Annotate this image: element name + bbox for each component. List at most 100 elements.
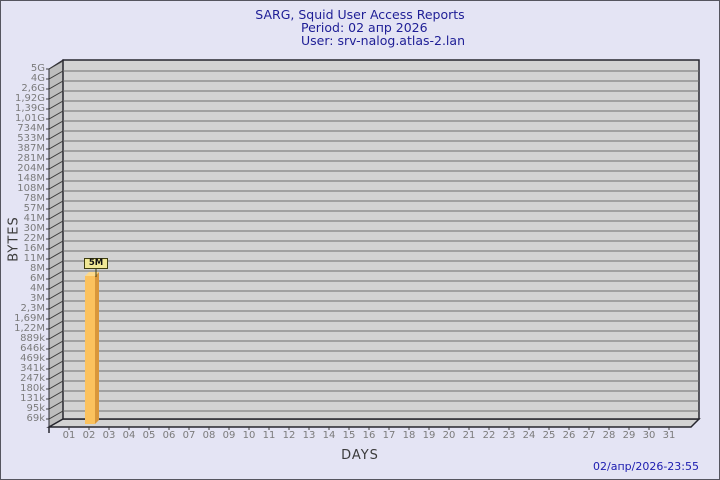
y-axis-label: 387M <box>17 143 45 154</box>
y-axis-label: 69k <box>26 413 45 424</box>
x-axis-label: 05 <box>142 430 156 441</box>
y-tick <box>46 250 64 260</box>
y-axis-label: 1,69M <box>14 313 45 324</box>
y-tick <box>46 320 64 330</box>
y-axis-label: 1,39G <box>14 103 45 114</box>
y-axis-label: 341k <box>20 363 45 374</box>
y-tick <box>46 90 64 100</box>
y-tick <box>46 260 64 270</box>
y-axis-label: 131k <box>20 393 45 404</box>
y-axis-label: 180k <box>20 383 45 394</box>
y-tick <box>46 390 64 400</box>
y-axis-label: 22M <box>23 233 45 244</box>
y-tick <box>46 150 64 160</box>
y-tick <box>46 190 64 200</box>
plot-face <box>62 59 700 420</box>
y-axis-label: 247k <box>20 373 45 384</box>
x-axis-label: 06 <box>162 430 176 441</box>
y-axis-label: 11M <box>23 253 45 264</box>
y-tick <box>46 100 64 110</box>
x-axis-label: 17 <box>382 430 396 441</box>
x-axis-label: 24 <box>522 430 536 441</box>
y-tick <box>46 120 64 130</box>
y-tick <box>46 330 64 340</box>
y-axis-label: 889k <box>20 333 45 344</box>
y-tick <box>46 230 64 240</box>
y-axis-label: 95k <box>26 403 45 414</box>
x-axis-label: 25 <box>542 430 556 441</box>
y-tick <box>46 340 64 350</box>
x-axis-label: 31 <box>662 430 676 441</box>
y-tick <box>46 270 64 280</box>
x-axis-label: 04 <box>122 430 136 441</box>
y-tick <box>46 140 64 150</box>
y-tick <box>46 170 64 180</box>
y-tick <box>46 80 64 90</box>
y-axis-label: 57M <box>23 203 45 214</box>
x-axis-label: 11 <box>262 430 276 441</box>
x-axis-label: 16 <box>362 430 376 441</box>
y-axis-label: 78M <box>23 193 45 204</box>
y-axis-label: 281M <box>17 153 45 164</box>
y-tick <box>46 290 64 300</box>
y-tick <box>46 280 64 290</box>
y-axis-label: 5G <box>30 63 45 74</box>
y-axis-label: 4M <box>30 283 45 294</box>
y-axis-label: 734M <box>17 123 45 134</box>
x-axis-label: 03 <box>102 430 116 441</box>
y-tick <box>46 400 64 410</box>
y-axis-label: 204M <box>17 163 45 174</box>
bar-side <box>95 272 99 424</box>
y-axis-label: 108M <box>17 183 45 194</box>
y-tick <box>46 360 64 370</box>
y-tick <box>46 210 64 220</box>
y-axis-label: 41M <box>23 213 45 224</box>
y-axis-label: 1,22M <box>14 323 45 334</box>
y-tick <box>46 350 64 360</box>
x-axis-label: 28 <box>602 430 616 441</box>
y-tick <box>46 300 64 310</box>
y-axis-label: 1,92G <box>14 93 45 104</box>
x-axis-label: 07 <box>182 430 196 441</box>
y-tick <box>46 240 64 250</box>
x-axis-label: 02 <box>82 430 96 441</box>
x-axis-label: 29 <box>622 430 636 441</box>
y-axis-label: 533M <box>17 133 45 144</box>
x-axis-label: 13 <box>302 430 316 441</box>
y-tick <box>46 130 64 140</box>
y-axis-label: 1,01G <box>14 113 45 124</box>
x-axis-label: 09 <box>222 430 236 441</box>
x-axis-label: 01 <box>62 430 76 441</box>
x-axis-label: 14 <box>322 430 336 441</box>
y-tick <box>46 380 64 390</box>
x-axis-label: 15 <box>342 430 356 441</box>
chart-user: User: srv-nalog.atlas-2.lan <box>301 33 465 48</box>
x-axis-label: 21 <box>462 430 476 441</box>
y-tick <box>46 220 64 230</box>
y-axis-label: 6M <box>30 273 45 284</box>
y-axis-label: 2,6G <box>21 83 45 94</box>
chart-period: Period: 02 апр 2026 <box>301 20 428 35</box>
x-axis-label: 18 <box>402 430 416 441</box>
y-tick <box>46 180 64 190</box>
y-axis-label: 8M <box>30 263 45 274</box>
x-axis-label: 10 <box>242 430 256 441</box>
chart-title: SARG, Squid User Access Reports <box>255 7 465 22</box>
y-axis-label: 148M <box>17 173 45 184</box>
y-axis-label: 16M <box>23 243 45 254</box>
y-axis-label: 30M <box>23 223 45 234</box>
x-axis-label: 27 <box>582 430 596 441</box>
bar-front <box>85 276 95 424</box>
y-tick <box>46 110 64 120</box>
plot-floor <box>46 418 701 428</box>
y-axis-label: 646k <box>20 343 45 354</box>
y-tick <box>46 70 64 80</box>
x-axis-label: 08 <box>202 430 216 441</box>
x-axis-label: 30 <box>642 430 656 441</box>
bar-value-label: 5M <box>88 258 104 268</box>
bar-value-flag: 5M <box>84 258 108 269</box>
y-axis-label: 469k <box>20 353 45 364</box>
y-axis-label: 4G <box>30 73 45 84</box>
